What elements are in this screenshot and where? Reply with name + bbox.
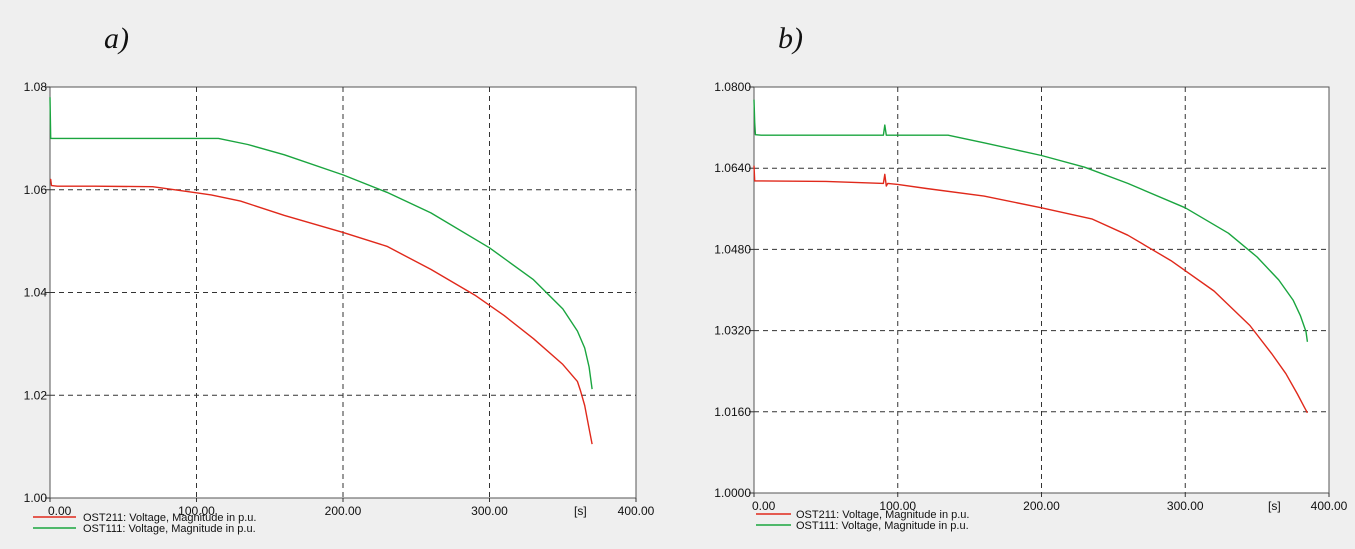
x-tick-label: 100.00 xyxy=(879,499,916,513)
y-tick-label: 1.0320 xyxy=(714,324,751,338)
y-tick-label: 1.0000 xyxy=(714,486,751,500)
x-axis-label: [s] xyxy=(1268,499,1281,513)
y-tick-label: 1.08 xyxy=(24,80,48,94)
y-tick-label: 1.0480 xyxy=(714,242,751,256)
y-tick-label: 1.0640 xyxy=(714,161,751,175)
legend-entry: OST111: Voltage, Magnitude in p.u. xyxy=(796,520,969,532)
y-tick-label: 1.02 xyxy=(24,388,48,402)
legend-entry: OST111: Voltage, Magnitude in p.u. xyxy=(83,523,256,535)
x-tick-label: 0.00 xyxy=(752,499,776,513)
x-tick-label: 200.00 xyxy=(325,504,362,518)
x-tick-label: 400.00 xyxy=(1311,499,1348,513)
x-tick-label: 300.00 xyxy=(1167,499,1204,513)
x-tick-label: 300.00 xyxy=(471,504,508,518)
panel-b-label: b) xyxy=(778,22,803,55)
chart-a: 1.00 1.02 1.04 1.06 1.08 0.00 100.00 200.00 300.… xyxy=(24,80,655,535)
y-tick-label: 1.00 xyxy=(24,491,48,505)
series-line-ost111 xyxy=(753,99,1309,342)
legend-entry: OST211: Voltage, Magnitude in p.u. xyxy=(796,509,969,521)
chart-b: 1.0000 1.0160 1.0320 1.0480 1.0640 1.0800 0.00… xyxy=(714,80,1347,532)
legend-entry: OST211: Voltage, Magnitude in p.u. xyxy=(83,512,256,524)
series-line-ost111 xyxy=(49,97,593,390)
y-tick-label: 1.04 xyxy=(24,286,48,300)
series-line-ost211 xyxy=(50,178,593,445)
y-tick-label: 1.0160 xyxy=(714,405,751,419)
x-tick-label: 400.00 xyxy=(618,504,655,518)
x-axis-label: [s] xyxy=(574,504,587,518)
x-tick-label: 100.00 xyxy=(178,504,215,518)
x-tick-label: 200.00 xyxy=(1023,499,1060,513)
y-tick-label: 1.06 xyxy=(24,183,48,197)
y-tick-label: 1.0800 xyxy=(714,80,751,94)
panel-a-label: a) xyxy=(104,22,129,55)
series-line-ost211 xyxy=(753,165,1309,414)
x-tick-label: 0.00 xyxy=(48,504,72,518)
